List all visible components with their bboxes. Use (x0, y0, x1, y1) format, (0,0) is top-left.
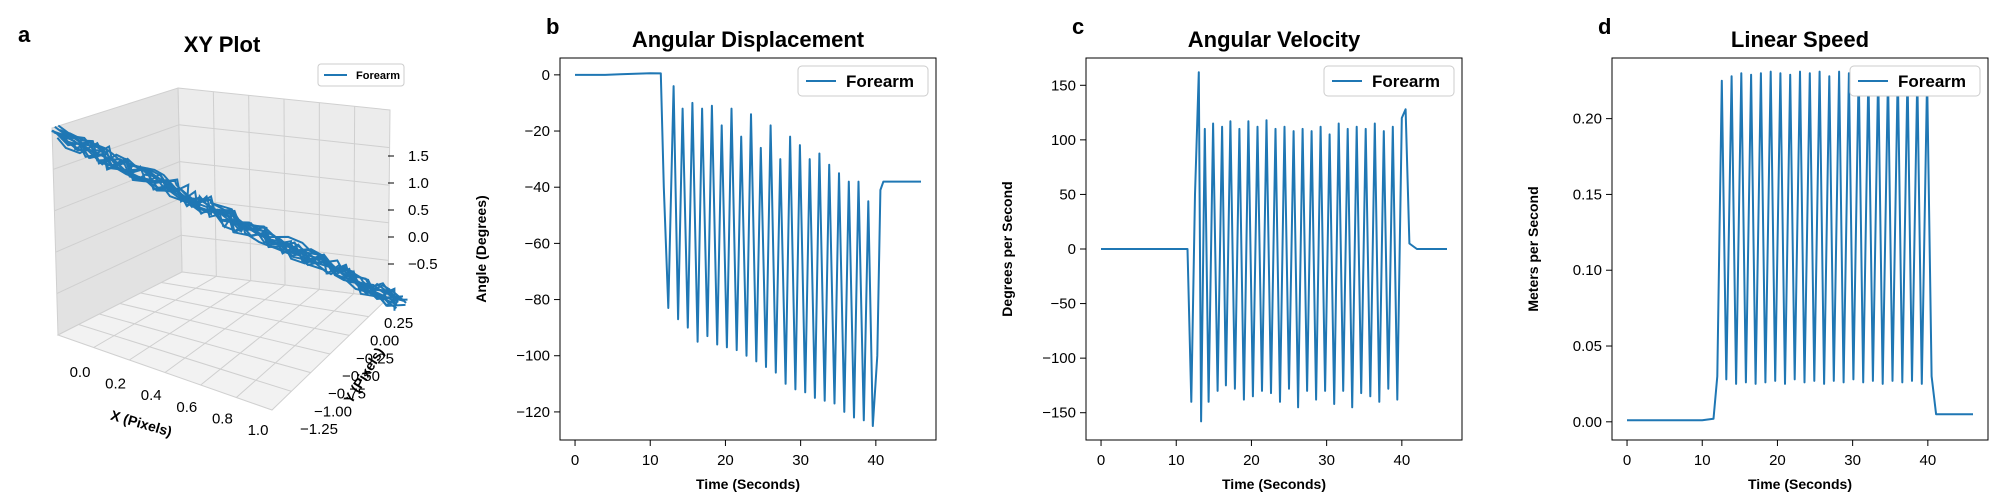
y-tick-label: −1.00 (314, 403, 352, 420)
x-tick-label: 0.0 (70, 364, 91, 381)
trajectory-pass (53, 131, 396, 311)
x-tick-label: 0 (571, 452, 579, 469)
y-tick-label: −0.50 (342, 368, 380, 385)
x-tick-label: 10 (1168, 452, 1185, 469)
x-tick-label: 0.8 (212, 410, 233, 427)
y-tick-label: 0.20 (1573, 111, 1602, 128)
x-axis-label: Time (Seconds) (1748, 476, 1852, 492)
y-tick-label: 50 (1059, 186, 1076, 203)
chart-title: Angular Velocity (1188, 27, 1361, 52)
x-tick-label: 10 (1694, 452, 1711, 469)
chart-title: Angular Displacement (632, 27, 865, 52)
y-tick-label: 0.00 (1573, 414, 1602, 431)
series-line-forearm (575, 72, 921, 427)
z-tick-label: −0.5 (408, 256, 438, 273)
panel-letter: a (18, 22, 31, 47)
x-tick-label: 30 (792, 452, 809, 469)
y-tick-label: 0.15 (1573, 186, 1602, 203)
panel-c-angular-velocity: c Angular Velocity 0 10 20 30 40 150 100 50 0 −50 −1… (999, 14, 1463, 492)
x-tick-label: 20 (1243, 452, 1260, 469)
x-ticks: 0.0 0.2 0.4 0.6 0.8 1.0 (70, 364, 269, 439)
legend-label: Forearm (356, 70, 400, 82)
panel-letter: c (1072, 14, 1084, 39)
legend-label: Forearm (1898, 72, 1966, 91)
plot-frame (1611, 57, 1989, 441)
legend: Forearm (1849, 65, 1981, 97)
x-axis-label: Time (Seconds) (1222, 476, 1326, 492)
y-tick-label: −1.25 (300, 421, 338, 438)
y-tick-label: −150 (1042, 405, 1076, 422)
chart-title: XY Plot (184, 32, 261, 57)
panel-d-linear-speed: d Linear Speed 0 10 20 30 40 0.00 0.05 0.10 0.15 0.… (1525, 14, 1989, 492)
x-tick-label: 1.0 (248, 422, 269, 439)
z-tick-label: 1.5 (408, 148, 429, 165)
z-ticks: 1.5 1.0 0.5 0.0 −0.5 (388, 148, 438, 273)
panel-a-xy-plot: a XY Plot 0.00.20.40.60.81.0 0.250.00−0.… (18, 22, 438, 440)
y-tick-label: −100 (516, 348, 550, 365)
legend: Forearm (797, 65, 929, 97)
y-tick-label: 0.05 (1573, 338, 1602, 355)
y-tick-label: −40 (525, 179, 550, 196)
x-tick-label: 30 (1844, 452, 1861, 469)
y-tick-label: −0.75 (328, 386, 366, 403)
trajectory-pass (61, 131, 401, 307)
x-axis-label: X (Pixels) (109, 407, 174, 440)
y-tick-label: −0.25 (356, 350, 394, 367)
y-tick-label: 0.10 (1573, 262, 1602, 279)
x-tick-label: 0 (1097, 452, 1105, 469)
x-tick-label: 0.6 (176, 399, 197, 416)
x-tick-label: 30 (1318, 452, 1335, 469)
x-tick-label: 20 (717, 452, 734, 469)
panel-b-angular-displacement: b Angular Displacement 0 10 20 30 40 0 −20 −40 −60… (473, 14, 937, 492)
forearm-trajectory (51, 124, 408, 311)
series-line-forearm (1101, 71, 1447, 423)
plot-frame (559, 57, 937, 441)
y-tick-label: 150 (1051, 77, 1076, 94)
y-axis-label: Degrees per Second (999, 181, 1015, 316)
y-tick-label: 0 (1068, 241, 1076, 258)
x-tick-label: 0.2 (105, 376, 126, 393)
y-tick-label: 100 (1051, 132, 1076, 149)
series-line-forearm (1627, 69, 1973, 422)
x-tick-label: 40 (1393, 452, 1410, 469)
z-tick-label: 0.0 (408, 229, 429, 246)
x-tick-label: 10 (642, 452, 659, 469)
x-tick-label: 0 (1623, 452, 1631, 469)
x-tick-label: 40 (1919, 452, 1936, 469)
y-tick-label: 0.25 (384, 315, 413, 332)
y-tick-label: −60 (525, 235, 550, 252)
y-tick-label: 0.00 (370, 333, 399, 350)
x-axis-label: Time (Seconds) (696, 476, 800, 492)
z-tick-label: 0.5 (408, 202, 429, 219)
legend: Forearm (317, 63, 405, 87)
y-axis-label: Meters per Second (1525, 186, 1541, 311)
y-ticks: 0.250.00−0.25−0.50−0.75−1.00−1.25 (300, 315, 413, 438)
x-tick-label: 20 (1769, 452, 1786, 469)
z-tick-label: 1.0 (408, 175, 429, 192)
y-tick-label: −100 (1042, 350, 1076, 367)
chart-title: Linear Speed (1731, 27, 1869, 52)
y-tick-label: −20 (525, 123, 550, 140)
legend-label: Forearm (846, 72, 914, 91)
panel-letter: b (546, 14, 559, 39)
y-tick-label: −120 (516, 404, 550, 421)
y-tick-label: −50 (1051, 296, 1076, 313)
x-tick-label: 40 (867, 452, 884, 469)
panel-letter: d (1598, 14, 1611, 39)
x-tick-label: 0.4 (141, 387, 162, 404)
legend: Forearm (1323, 65, 1455, 97)
trajectory-pass (59, 129, 404, 302)
y-axis-label: Angle (Degrees) (473, 195, 489, 302)
y-tick-label: −80 (525, 292, 550, 309)
legend-label: Forearm (1372, 72, 1440, 91)
y-tick-label: 0 (542, 67, 550, 84)
